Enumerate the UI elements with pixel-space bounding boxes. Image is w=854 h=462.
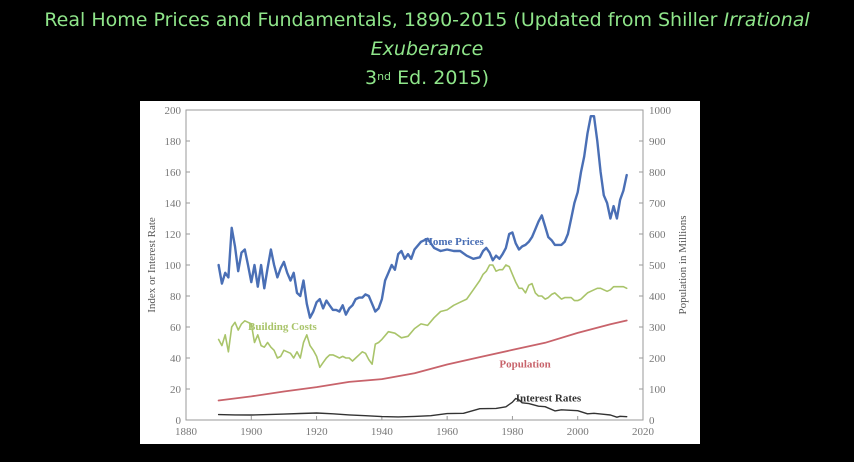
y-right-tick-label: 1000	[649, 105, 672, 117]
series-group	[217, 114, 628, 418]
title-line-3: 3nd Ed. 2015)	[0, 64, 854, 93]
y-tick-label: 200	[165, 105, 182, 117]
y-tick-label: 80	[170, 291, 182, 303]
y-right-tick-label: 100	[649, 384, 666, 396]
y-axis-label: Index or Interest Rate	[146, 217, 158, 313]
home-prices-label: Home Prices	[424, 236, 484, 248]
title-line-1: Real Home Prices and Fundamentals, 1890-…	[0, 6, 854, 35]
x-tick-label: 2000	[567, 426, 590, 438]
y-right-tick-label: 700	[649, 198, 666, 210]
y-right-tick-label: 500	[649, 260, 666, 272]
y-tick-label: 160	[165, 167, 182, 179]
labels-group: Home Prices Building Costs Population Inter…	[248, 236, 582, 405]
y-right-tick-label: 200	[649, 353, 666, 365]
title-edition-number: 3	[364, 67, 378, 89]
title-book-italic-1: Irrational	[723, 9, 810, 31]
chart-area: 0 20 40 60 80 100 120 140 160 180 200 0 100 200 300 400…	[140, 101, 700, 444]
title-line-2: Exuberance	[0, 35, 854, 64]
y-tick-label: 180	[165, 136, 182, 148]
title-edition-rest: Ed. 2015)	[397, 67, 490, 89]
y-tick-label: 40	[170, 353, 182, 365]
y-tick-label: 20	[170, 384, 182, 396]
slide-title: Real Home Prices and Fundamentals, 1890-…	[0, 6, 854, 93]
y-right-axis-label: Population in Millions	[677, 215, 689, 314]
interest-rates-label: Interest Rates	[516, 392, 582, 404]
y-right-tick-label: 900	[649, 136, 666, 148]
title-text: Real Home Prices and Fundamentals, 1890-…	[44, 9, 718, 31]
x-tick-label: 2020	[632, 426, 655, 438]
y-right-tick-label: 600	[649, 229, 666, 241]
y-right-tick-label: 400	[649, 291, 666, 303]
line-chart: 0204060801001201401601802000100200300400…	[146, 105, 689, 438]
population-series-line	[217, 319, 628, 402]
y-tick-label: 60	[170, 322, 182, 334]
building-costs-series-line	[217, 264, 628, 369]
y-tick-label: 100	[165, 260, 182, 272]
y-tick-label: 0	[176, 415, 182, 427]
x-tick-label: 1940	[371, 426, 394, 438]
x-tick-label: 1900	[240, 426, 262, 438]
x-tick-label: 1880	[175, 426, 198, 438]
y-tick-label: 140	[165, 198, 182, 210]
x-tick-label: 1980	[501, 426, 524, 438]
y-right-tick-label: 0	[649, 415, 655, 427]
home-prices-series-line	[217, 114, 628, 319]
x-tick-label: 1920	[306, 426, 329, 438]
x-tick-label: 1960	[436, 426, 459, 438]
title-edition-superscript: nd	[377, 70, 392, 83]
y-tick-label: 120	[165, 229, 182, 241]
building-costs-label: Building Costs	[248, 321, 317, 333]
population-label: Population	[499, 358, 550, 370]
y-right-tick-label: 300	[649, 322, 666, 334]
y-right-tick-label: 800	[649, 167, 666, 179]
title-book-italic-2: Exuberance	[370, 38, 484, 60]
axes: 0204060801001201401601802000100200300400…	[146, 105, 689, 438]
interest-rates-series-line	[217, 397, 628, 418]
